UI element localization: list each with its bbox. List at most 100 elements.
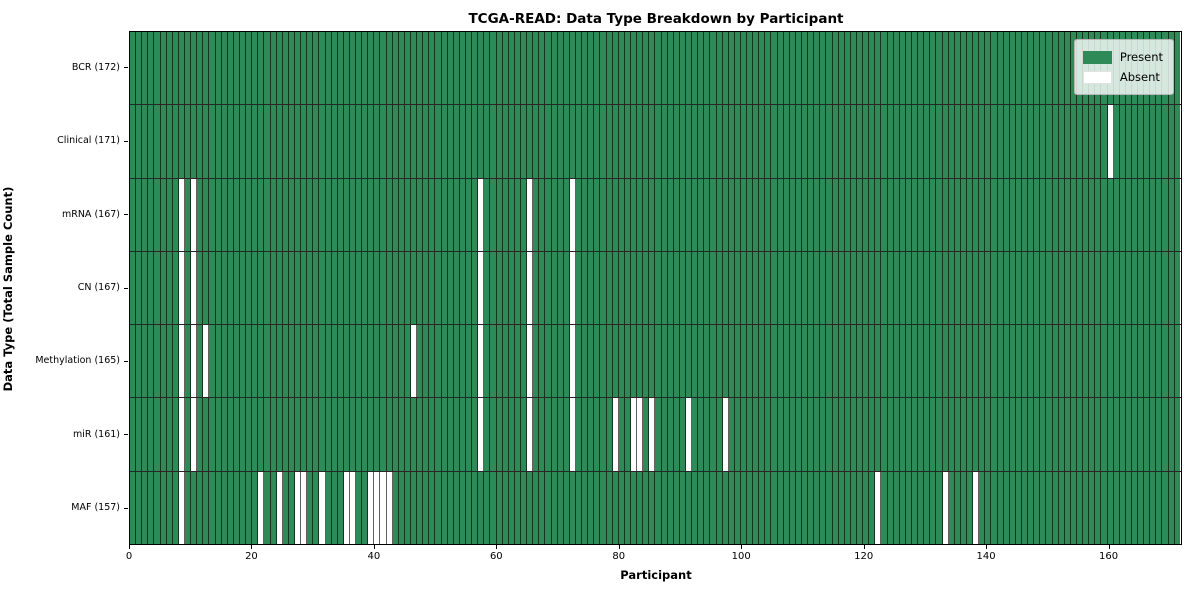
heatmap-cell xyxy=(331,32,338,105)
heatmap-cell xyxy=(1015,178,1022,251)
heatmap-cell xyxy=(1015,251,1022,325)
heatmap-cell xyxy=(924,178,931,251)
heatmap-cell xyxy=(142,251,149,325)
heatmap-cell xyxy=(844,32,851,105)
heatmap-cell xyxy=(838,105,845,178)
heatmap-cell xyxy=(1101,471,1108,544)
heatmap-cell xyxy=(288,471,295,544)
heatmap-cell xyxy=(453,251,460,325)
heatmap-cell xyxy=(459,105,467,178)
heatmap-cell xyxy=(148,471,155,544)
heatmap-cell xyxy=(710,398,717,471)
heatmap-cell xyxy=(227,178,234,251)
heatmap-cell xyxy=(1034,32,1041,105)
heatmap-cell xyxy=(869,398,876,471)
heatmap-cell xyxy=(887,178,894,251)
heatmap-cell xyxy=(386,32,393,105)
heatmap-cell xyxy=(466,471,473,544)
heatmap-cell xyxy=(618,178,625,251)
heatmap-cell xyxy=(667,178,674,251)
heatmap-cell xyxy=(630,398,638,471)
heatmap-cell xyxy=(624,105,631,178)
heatmap-cell xyxy=(563,105,570,178)
heatmap-cell xyxy=(808,178,815,251)
heatmap-cell xyxy=(1021,325,1029,398)
heatmap-cell xyxy=(643,398,650,471)
heatmap-cell xyxy=(802,251,809,325)
heatmap-cell xyxy=(991,398,998,471)
heatmap-cell xyxy=(545,32,552,105)
heatmap-cell xyxy=(1070,471,1077,544)
heatmap-cell xyxy=(637,325,644,398)
heatmap-cell xyxy=(490,325,497,398)
heatmap-cell xyxy=(1162,325,1169,398)
heatmap-cell xyxy=(435,32,442,105)
heatmap-cell xyxy=(649,105,656,178)
heatmap-cell xyxy=(667,325,674,398)
heatmap-cell xyxy=(130,471,137,544)
heatmap-cell xyxy=(386,178,393,251)
y-tick-mark xyxy=(124,140,128,142)
heatmap-cell xyxy=(252,178,259,251)
heatmap-cell xyxy=(337,32,344,105)
heatmap-cell xyxy=(930,105,937,178)
heatmap-cell xyxy=(356,251,363,325)
heatmap-cell xyxy=(557,251,564,325)
heatmap-cell xyxy=(863,251,870,325)
heatmap-cell xyxy=(728,105,735,178)
heatmap-cell xyxy=(1064,32,1071,105)
heatmap-row-bcr xyxy=(130,32,1181,106)
heatmap-cell xyxy=(392,398,399,471)
heatmap-cell xyxy=(521,32,528,105)
heatmap-cell xyxy=(618,32,625,105)
heatmap-cell xyxy=(569,251,576,325)
heatmap-cell xyxy=(1052,325,1059,398)
heatmap-cell xyxy=(1003,178,1010,251)
heatmap-cell xyxy=(1064,105,1071,178)
heatmap-cell xyxy=(1034,325,1041,398)
heatmap-cell xyxy=(655,178,662,251)
heatmap-cell xyxy=(912,178,919,251)
heatmap-cell xyxy=(276,325,283,398)
heatmap-cell xyxy=(239,105,247,178)
chart-title: TCGA-READ: Data Type Breakdown by Partic… xyxy=(468,11,844,27)
heatmap-cell xyxy=(1156,178,1163,251)
heatmap-cell xyxy=(685,471,693,544)
heatmap-cell xyxy=(991,251,998,325)
y-tick-mark xyxy=(124,287,128,289)
heatmap-cell xyxy=(239,398,247,471)
heatmap-cell xyxy=(985,251,992,325)
heatmap-cell xyxy=(820,178,827,251)
heatmap-cell xyxy=(588,105,595,178)
heatmap-cell xyxy=(148,398,155,471)
heatmap-cell xyxy=(472,471,479,544)
heatmap-cell xyxy=(197,178,204,251)
heatmap-cell xyxy=(899,325,906,398)
heatmap-cell xyxy=(924,471,931,544)
heatmap-cell xyxy=(148,32,155,105)
heatmap-cell xyxy=(673,398,680,471)
heatmap-cell xyxy=(1040,471,1047,544)
heatmap-cell xyxy=(924,398,931,471)
heatmap-cell xyxy=(557,398,564,471)
heatmap-cell xyxy=(227,325,234,398)
heatmap-cell xyxy=(1101,105,1108,178)
heatmap-cell xyxy=(832,251,839,325)
heatmap-cell xyxy=(1095,471,1102,544)
heatmap-cell xyxy=(130,178,137,251)
heatmap-cell xyxy=(343,398,350,471)
heatmap-cell xyxy=(209,471,216,544)
heatmap-cell xyxy=(270,251,277,325)
heatmap-cell xyxy=(765,178,772,251)
heatmap-cell xyxy=(1070,105,1077,178)
heatmap-cell xyxy=(221,325,228,398)
heatmap-cell xyxy=(918,32,925,105)
heatmap-cell xyxy=(1028,32,1035,105)
heatmap-cell xyxy=(447,32,454,105)
heatmap-cell xyxy=(539,325,546,398)
heatmap-cell xyxy=(356,178,363,251)
heatmap-cell xyxy=(270,471,277,544)
heatmap-cell xyxy=(912,471,919,544)
y-tick-label-mir: miR (161) xyxy=(72,428,120,440)
heatmap-cell xyxy=(429,178,436,251)
